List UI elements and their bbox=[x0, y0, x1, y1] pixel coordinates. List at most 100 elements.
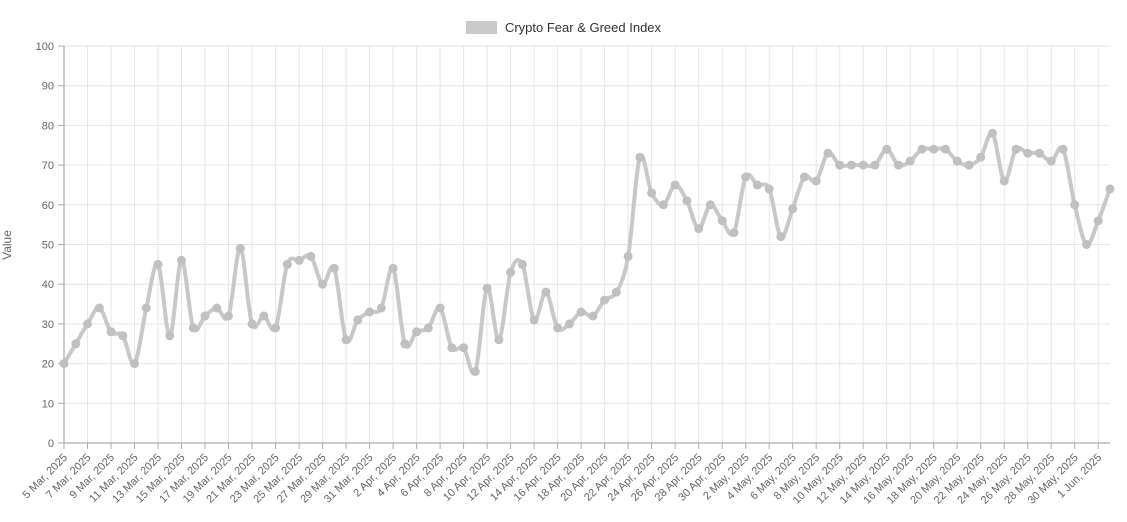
data-point-marker[interactable] bbox=[212, 303, 222, 313]
data-point-marker[interactable] bbox=[1082, 240, 1091, 249]
data-point-marker[interactable] bbox=[964, 160, 974, 170]
data-point-marker[interactable] bbox=[811, 176, 821, 186]
y-tick-label: 100 bbox=[36, 41, 54, 53]
data-point-marker[interactable] bbox=[365, 307, 375, 317]
data-point-marker[interactable] bbox=[294, 255, 304, 265]
data-point-marker[interactable] bbox=[941, 144, 950, 154]
data-point-marker[interactable] bbox=[1070, 200, 1080, 210]
data-point-marker[interactable] bbox=[611, 287, 621, 297]
data-point-marker[interactable] bbox=[529, 315, 539, 325]
data-point-marker[interactable] bbox=[658, 200, 668, 210]
data-point-marker[interactable] bbox=[870, 160, 880, 170]
data-point-marker[interactable] bbox=[576, 307, 586, 317]
data-point-marker[interactable] bbox=[247, 319, 257, 329]
data-point-marker[interactable] bbox=[588, 311, 598, 321]
data-point-marker[interactable] bbox=[447, 343, 457, 353]
data-point-marker[interactable] bbox=[952, 156, 962, 166]
data-point-marker[interactable] bbox=[318, 279, 328, 289]
data-point-marker[interactable] bbox=[470, 367, 480, 376]
data-point-marker[interactable] bbox=[94, 303, 104, 313]
data-point-marker[interactable] bbox=[376, 303, 386, 313]
data-point-marker[interactable] bbox=[1105, 184, 1115, 194]
data-point-marker[interactable] bbox=[752, 180, 762, 190]
data-point-marker[interactable] bbox=[517, 259, 527, 269]
data-point-marker[interactable] bbox=[1023, 148, 1033, 158]
data-point-marker[interactable] bbox=[400, 339, 410, 349]
data-point-marker[interactable] bbox=[224, 311, 233, 321]
data-point-marker[interactable] bbox=[282, 259, 292, 269]
data-point-marker[interactable] bbox=[635, 152, 645, 162]
data-point-marker[interactable] bbox=[59, 359, 69, 369]
data-point-marker[interactable] bbox=[929, 144, 939, 154]
data-point-marker[interactable] bbox=[388, 263, 398, 273]
data-point-marker[interactable] bbox=[893, 160, 903, 170]
data-point-marker[interactable] bbox=[106, 327, 116, 337]
data-point-marker[interactable] bbox=[412, 327, 422, 337]
data-point-marker[interactable] bbox=[835, 160, 845, 170]
data-point-marker[interactable] bbox=[188, 323, 198, 333]
data-point-marker[interactable] bbox=[776, 232, 786, 242]
data-point-marker[interactable] bbox=[259, 311, 269, 321]
y-tick-label: 70 bbox=[42, 160, 54, 172]
data-point-marker[interactable] bbox=[71, 339, 81, 349]
data-point-marker[interactable] bbox=[506, 267, 516, 277]
data-point-marker[interactable] bbox=[118, 331, 128, 341]
legend-label: Crypto Fear & Greed Index bbox=[504, 20, 662, 35]
data-point-marker[interactable] bbox=[623, 251, 633, 261]
y-tick-label: 20 bbox=[42, 359, 54, 371]
data-point-marker[interactable] bbox=[694, 224, 704, 234]
data-point-marker[interactable] bbox=[1035, 148, 1044, 158]
data-point-marker[interactable] bbox=[999, 176, 1009, 186]
data-point-marker[interactable] bbox=[717, 216, 727, 226]
data-point-marker[interactable] bbox=[482, 283, 492, 293]
data-point-marker[interactable] bbox=[494, 335, 504, 345]
data-point-marker[interactable] bbox=[235, 244, 245, 253]
data-point-marker[interactable] bbox=[165, 331, 175, 341]
data-point-marker[interactable] bbox=[1046, 156, 1056, 166]
data-point-marker[interactable] bbox=[988, 128, 997, 138]
data-point-marker[interactable] bbox=[976, 152, 986, 162]
data-point-marker[interactable] bbox=[600, 295, 610, 305]
data-point-marker[interactable] bbox=[435, 303, 445, 313]
data-point-marker[interactable] bbox=[177, 255, 186, 265]
data-point-marker[interactable] bbox=[153, 259, 163, 269]
data-point-marker[interactable] bbox=[741, 172, 751, 182]
data-point-marker[interactable] bbox=[670, 180, 680, 190]
data-point-marker[interactable] bbox=[882, 144, 892, 154]
data-point-marker[interactable] bbox=[1093, 216, 1103, 226]
data-point-marker[interactable] bbox=[823, 148, 833, 158]
legend-swatch-icon bbox=[465, 21, 497, 34]
data-point-marker[interactable] bbox=[682, 196, 692, 206]
data-point-marker[interactable] bbox=[799, 172, 809, 182]
data-point-marker[interactable] bbox=[423, 323, 433, 333]
data-point-marker[interactable] bbox=[1058, 144, 1068, 154]
data-point-marker[interactable] bbox=[553, 323, 563, 333]
data-point-marker[interactable] bbox=[353, 315, 363, 325]
data-point-marker[interactable] bbox=[858, 160, 868, 170]
data-point-marker[interactable] bbox=[341, 335, 351, 345]
data-point-marker[interactable] bbox=[541, 287, 551, 297]
data-point-marker[interactable] bbox=[564, 319, 574, 329]
data-point-marker[interactable] bbox=[917, 144, 927, 154]
legend-item[interactable]: Crypto Fear & Greed Index bbox=[0, 20, 1127, 35]
data-point-marker[interactable] bbox=[306, 251, 316, 261]
data-point-marker[interactable] bbox=[329, 263, 339, 273]
data-point-marker[interactable] bbox=[905, 156, 915, 166]
data-point-marker[interactable] bbox=[846, 160, 856, 170]
y-tick-label: 50 bbox=[42, 240, 54, 252]
data-point-marker[interactable] bbox=[83, 319, 92, 329]
series-line bbox=[62, 130, 1112, 376]
data-point-marker[interactable] bbox=[200, 311, 210, 321]
data-point-marker[interactable] bbox=[130, 359, 139, 369]
data-point-marker[interactable] bbox=[764, 184, 774, 194]
data-point-marker[interactable] bbox=[647, 188, 657, 198]
data-point-marker[interactable] bbox=[271, 323, 281, 333]
data-point-marker[interactable] bbox=[1011, 144, 1021, 154]
data-point-marker[interactable] bbox=[705, 200, 715, 210]
data-point-marker[interactable] bbox=[729, 228, 739, 238]
data-point-marker[interactable] bbox=[459, 343, 469, 353]
data-point-marker[interactable] bbox=[788, 204, 798, 214]
data-point-marker[interactable] bbox=[141, 303, 151, 313]
